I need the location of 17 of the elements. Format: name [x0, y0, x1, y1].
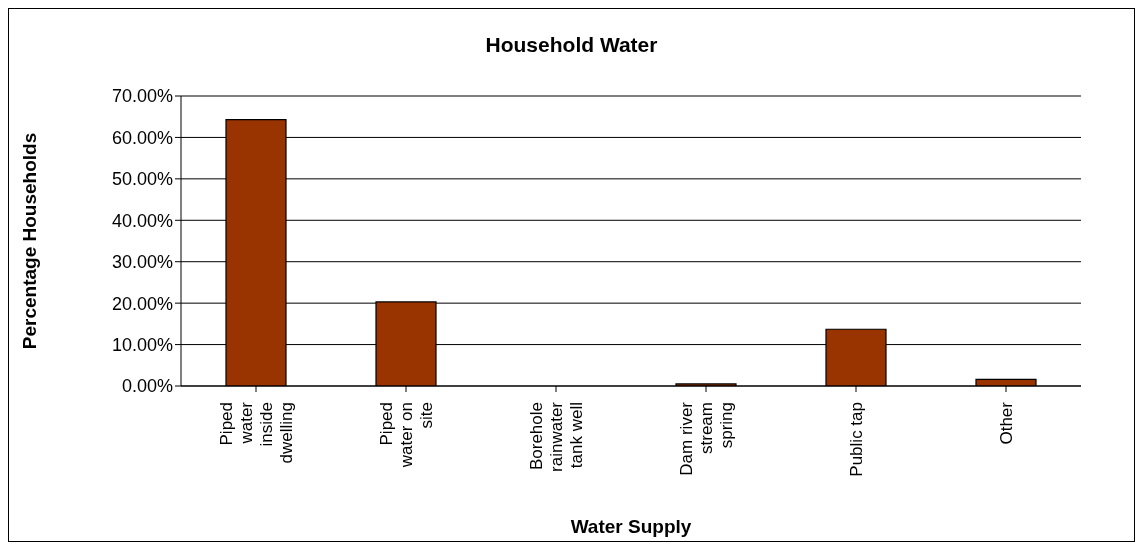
x-tick-label: Other — [997, 401, 1016, 445]
x-tick-label: Piped water inside dwelling — [217, 401, 296, 464]
y-axis-title: Percentage Households — [18, 132, 40, 350]
x-tick-label: Piped water on site — [377, 402, 436, 469]
x-axis-title: Water Supply — [570, 516, 692, 537]
y-tick-label: 30.00% — [111, 252, 173, 273]
y-tick-label: 60.00% — [111, 127, 173, 148]
x-tick-label: Borehole rainwater tank well — [527, 401, 586, 472]
chart-title: Household Water — [484, 33, 659, 57]
y-tick-label: 20.00% — [111, 293, 173, 314]
y-tick-label: 50.00% — [111, 169, 173, 190]
y-tick-label: 40.00% — [111, 210, 173, 231]
x-tick-label: Dam river stream spring — [677, 401, 736, 476]
y-tick-label: 10.00% — [111, 334, 173, 355]
y-tick-label: 0.00% — [121, 376, 173, 397]
x-tick-label: Public tap — [847, 402, 866, 477]
y-tick-label: 70.00% — [111, 86, 173, 107]
